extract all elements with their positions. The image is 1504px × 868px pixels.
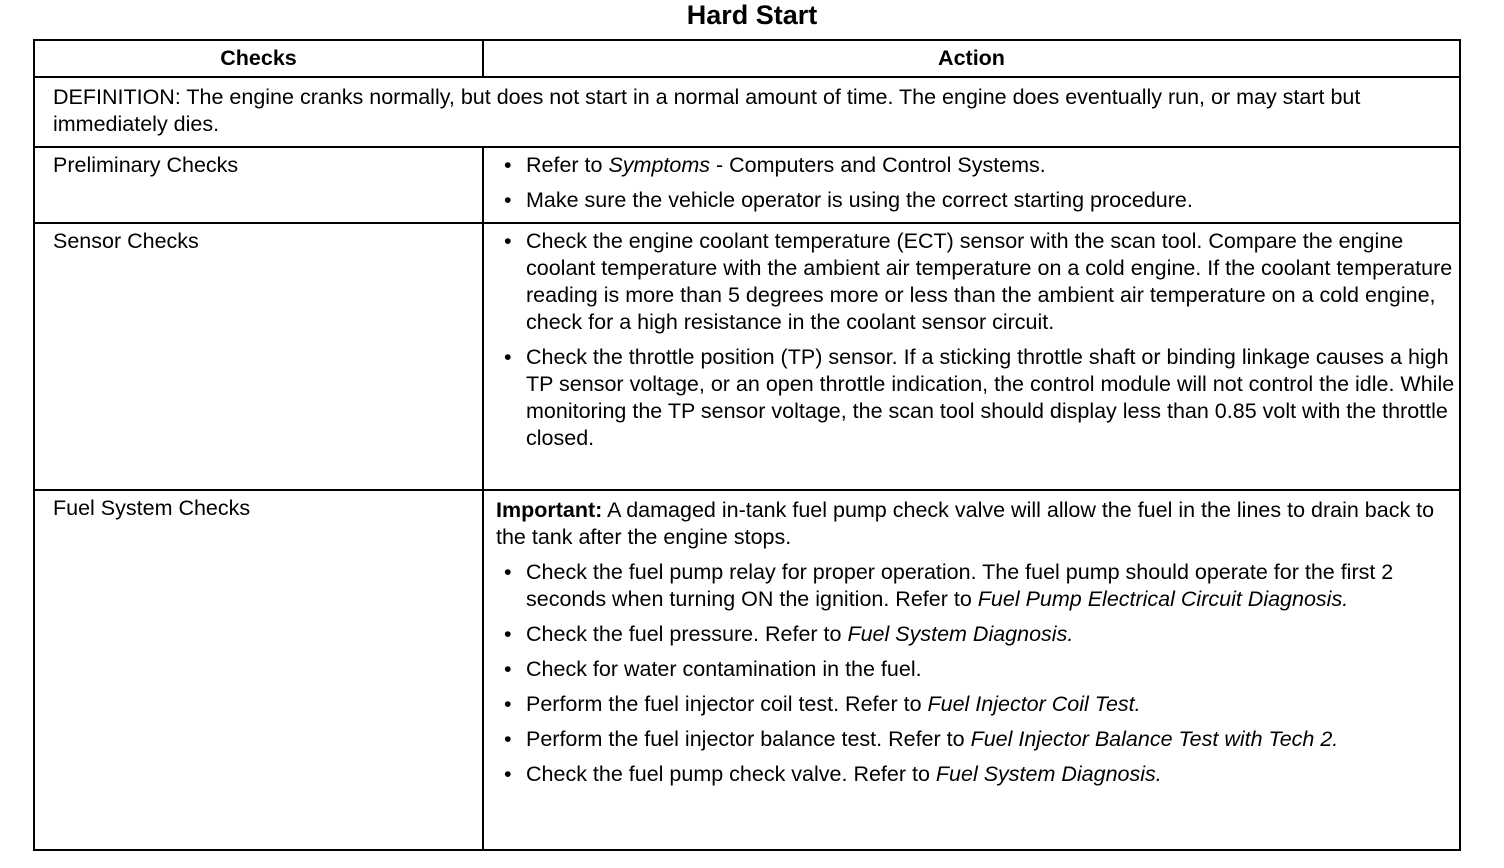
bullet-text: Check the throttle position (TP) sensor.…	[526, 345, 1455, 450]
hard-start-table: Checks Action DEFINITION: The engine cra…	[33, 39, 1461, 851]
action-bullet: Check the fuel pump check valve. Refer t…	[504, 761, 1459, 788]
action-bullet: Check for water contamination in the fue…	[504, 656, 1459, 683]
action-bullet: Perform the fuel injector balance test. …	[504, 726, 1459, 753]
important-label: Important:	[496, 498, 603, 522]
reference-link[interactable]: Fuel Injector Coil Test.	[927, 692, 1141, 716]
important-note: Important: A damaged in-tank fuel pump c…	[484, 491, 1459, 551]
bullet-text: - Computers and Control Systems.	[710, 153, 1046, 177]
bullet-text: Refer to	[526, 153, 609, 177]
table-row: Sensor Checks Check the engine coolant t…	[33, 222, 1461, 491]
action-bullet: Check the throttle position (TP) sensor.…	[504, 344, 1459, 452]
header-checks: Checks	[33, 39, 484, 78]
reference-link[interactable]: Fuel System Diagnosis.	[847, 622, 1074, 646]
header-action: Action	[482, 39, 1461, 78]
action-bullet: Check the fuel pump relay for proper ope…	[504, 559, 1459, 613]
bullet-text: Perform the fuel injector coil test. Ref…	[526, 692, 928, 716]
check-label: Preliminary Checks	[53, 153, 239, 177]
action-list: Refer to Symptoms - Computers and Contro…	[484, 148, 1459, 214]
action-bullet: Refer to Symptoms - Computers and Contro…	[504, 152, 1459, 179]
page-title: Hard Start	[686, 0, 818, 30]
important-text: A damaged in-tank fuel pump check valve …	[496, 498, 1435, 549]
action-bullet: Make sure the vehicle operator is using …	[504, 187, 1459, 214]
bullet-text: Perform the fuel injector balance test. …	[526, 727, 971, 751]
header-row: Checks Action	[33, 39, 1461, 78]
bullet-text: Check the engine coolant temperature (EC…	[526, 229, 1453, 334]
action-list: Check the fuel pump relay for proper ope…	[484, 559, 1459, 788]
check-label: Fuel System Checks	[53, 496, 251, 520]
reference-link[interactable]: Fuel System Diagnosis.	[935, 762, 1162, 786]
bullet-text: Check the fuel pump relay for proper ope…	[526, 560, 1394, 611]
table-row: Preliminary Checks Refer to Symptoms - C…	[33, 146, 1461, 224]
bullet-text: Make sure the vehicle operator is using …	[526, 188, 1193, 212]
action-bullet: Perform the fuel injector coil test. Ref…	[504, 691, 1459, 718]
action-bullet: Check the engine coolant temperature (EC…	[504, 228, 1459, 336]
definition-row: DEFINITION: The engine cranks normally, …	[33, 76, 1461, 148]
reference-link[interactable]: Fuel Pump Electrical Circuit Diagnosis.	[977, 587, 1349, 611]
table-row: Fuel System Checks Important: A damaged …	[33, 489, 1461, 851]
definition-text: DEFINITION: The engine cranks normally, …	[53, 85, 1361, 136]
bullet-text: Check the fuel pressure. Refer to	[526, 622, 848, 646]
bullet-text: Check the fuel pump check valve. Refer t…	[526, 762, 936, 786]
action-list: Check the engine coolant temperature (EC…	[484, 224, 1459, 452]
reference-link[interactable]: Fuel Injector Balance Test with Tech 2.	[970, 727, 1339, 751]
check-label: Sensor Checks	[53, 229, 199, 253]
action-bullet: Check the fuel pressure. Refer to Fuel S…	[504, 621, 1459, 648]
reference-link[interactable]: Symptoms	[608, 153, 711, 177]
bullet-text: Check for water contamination in the fue…	[526, 657, 922, 681]
